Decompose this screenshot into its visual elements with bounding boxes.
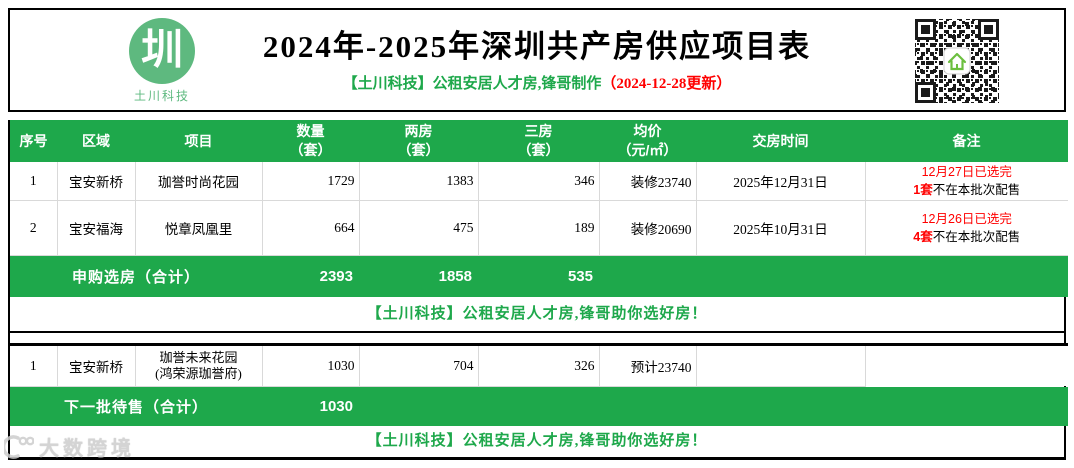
cell-serial: 1 bbox=[10, 162, 58, 202]
supply-table-current-batch: 序号 区域 项目 数量 （套） 两房 （套） 三房 （套） 均价 （元/㎡） 交… bbox=[10, 120, 1068, 297]
page-frame: 圳 土川科技 2024年-2025年深圳共产房供应项目表 【土川科技】公租安居人… bbox=[8, 8, 1068, 461]
logo-company-name: 土川科技 bbox=[133, 89, 190, 103]
cell-project: 珈誉时尚花园 bbox=[135, 162, 263, 202]
cell-remark: 12月27日已选完 1套不在本批次配售 bbox=[865, 162, 1068, 202]
page-title: 2024年-2025年深圳共产房供应项目表 bbox=[262, 29, 812, 64]
remark-sold-out-date: 12月26日已选完 bbox=[921, 212, 1012, 227]
page-subtitle: 【土川科技】公租安居人才房,锋哥制作（2024-12-28更新） bbox=[225, 72, 849, 93]
summary-row-next-batch: 下一批待售（合计） 1030 bbox=[10, 386, 1068, 427]
col-header-three-bed: 三房 （套） bbox=[478, 120, 599, 162]
cell-project: 悦章凤凰里 bbox=[135, 200, 263, 257]
subtitle-update-date: （2024-12-28更新） bbox=[601, 76, 732, 92]
promo-banner: 【土川科技】公租安居人才房,锋哥助你选好房！ bbox=[10, 296, 1064, 333]
remark-allocation-note: 1套不在本批次配售 bbox=[913, 183, 1021, 198]
remark-sold-out-date: 12月27日已选完 bbox=[921, 165, 1012, 179]
summary-label: 申购选房（合计） bbox=[10, 255, 262, 297]
col-header-serial: 序号 bbox=[10, 120, 57, 162]
table-row: 1 宝安新桥 珈誉时尚花园 1729 1383 346 装修23740 2025… bbox=[10, 162, 1068, 202]
cell-three-bed: 326 bbox=[478, 344, 600, 387]
cell-three-bed: 346 bbox=[478, 162, 600, 202]
summary-empty bbox=[359, 386, 1068, 427]
col-header-price: 均价 （元/㎡） bbox=[599, 120, 696, 162]
cell-region: 宝安新桥 bbox=[57, 162, 136, 202]
summary-row-current-batch: 申购选房（合计） 2393 1858 535 bbox=[10, 255, 1068, 297]
col-header-delivery: 交房时间 bbox=[696, 120, 865, 162]
cell-remark bbox=[865, 344, 1068, 387]
cell-price: 装修20690 bbox=[599, 200, 697, 257]
cell-price: 预计23740 bbox=[599, 344, 697, 387]
qr-code bbox=[912, 16, 1002, 106]
cell-remark: 12月26日已选完 4套不在本批次配售 bbox=[865, 200, 1068, 257]
remark-allocation-note: 4套不在本批次配售 bbox=[913, 230, 1021, 245]
cell-project: 珈誉未来花园 (鸿荣源珈誉府) bbox=[135, 344, 263, 387]
table-row: 2 宝安福海 悦章凤凰里 664 475 189 装修20690 2025年10… bbox=[10, 200, 1068, 257]
cell-region: 宝安新桥 bbox=[57, 344, 136, 387]
qr-finder-patterns bbox=[915, 19, 999, 103]
cell-delivery: 2025年10月31日 bbox=[696, 200, 866, 257]
watermark-text: 大数跨境 bbox=[39, 438, 135, 460]
summary-qty: 2393 bbox=[262, 255, 359, 297]
summary-label: 下一批待售（合计） bbox=[10, 386, 262, 427]
cell-delivery bbox=[696, 344, 866, 387]
watermark-logo-icon bbox=[4, 434, 34, 459]
cell-two-bed: 1383 bbox=[359, 162, 479, 202]
logo-circle: 圳 bbox=[129, 18, 195, 84]
cell-qty: 1729 bbox=[262, 162, 360, 202]
cell-qty: 664 bbox=[262, 200, 360, 257]
cell-three-bed: 189 bbox=[478, 200, 600, 257]
promo-banner: 【土川科技】公租安居人才房,锋哥助你选好房！ bbox=[10, 426, 1064, 458]
col-header-region: 区域 bbox=[57, 120, 135, 162]
watermark: 大数跨境 bbox=[4, 432, 135, 461]
cell-delivery: 2025年12月31日 bbox=[696, 162, 866, 202]
header-box: 圳 土川科技 2024年-2025年深圳共产房供应项目表 【土川科技】公租安居人… bbox=[8, 8, 1066, 112]
cell-qty: 1030 bbox=[262, 344, 360, 387]
main-region: 序号 区域 项目 数量 （套） 两房 （套） 三房 （套） 均价 （元/㎡） 交… bbox=[8, 120, 1068, 461]
spacer bbox=[8, 112, 1066, 120]
summary-three-bed: 535 bbox=[478, 255, 599, 297]
qr-center-house-icon bbox=[943, 47, 971, 75]
company-logo: 圳 土川科技 bbox=[102, 18, 222, 104]
cell-serial: 1 bbox=[10, 344, 58, 387]
cell-region: 宝安福海 bbox=[57, 200, 136, 257]
col-header-two-bed: 两房 （套） bbox=[359, 120, 478, 162]
title-block: 2024年-2025年深圳共产房供应项目表 【土川科技】公租安居人才房,锋哥制作… bbox=[225, 27, 849, 93]
cell-serial: 2 bbox=[10, 200, 58, 257]
supply-table-next-batch: 1 宝安新桥 珈誉未来花园 (鸿荣源珈誉府) 1030 704 326 预计23… bbox=[10, 342, 1068, 427]
logo-glyph: 圳 bbox=[140, 28, 183, 74]
col-header-project: 项目 bbox=[135, 120, 262, 162]
spacer bbox=[10, 332, 1064, 343]
table-row: 1 宝安新桥 珈誉未来花园 (鸿荣源珈誉府) 1030 704 326 预计23… bbox=[10, 344, 1068, 387]
table-header-row: 序号 区域 项目 数量 （套） 两房 （套） 三房 （套） 均价 （元/㎡） 交… bbox=[10, 120, 1068, 162]
cell-price: 装修23740 bbox=[599, 162, 697, 202]
summary-two-bed: 1858 bbox=[359, 255, 478, 297]
subtitle-green-part: 【土川科技】公租安居人才房,锋哥制作 bbox=[342, 76, 602, 92]
col-header-remark: 备注 bbox=[865, 120, 1068, 162]
summary-empty bbox=[599, 255, 1068, 297]
col-header-qty: 数量 （套） bbox=[262, 120, 359, 162]
cell-two-bed: 475 bbox=[359, 200, 479, 257]
cell-two-bed: 704 bbox=[359, 344, 479, 387]
summary-qty: 1030 bbox=[262, 386, 359, 427]
